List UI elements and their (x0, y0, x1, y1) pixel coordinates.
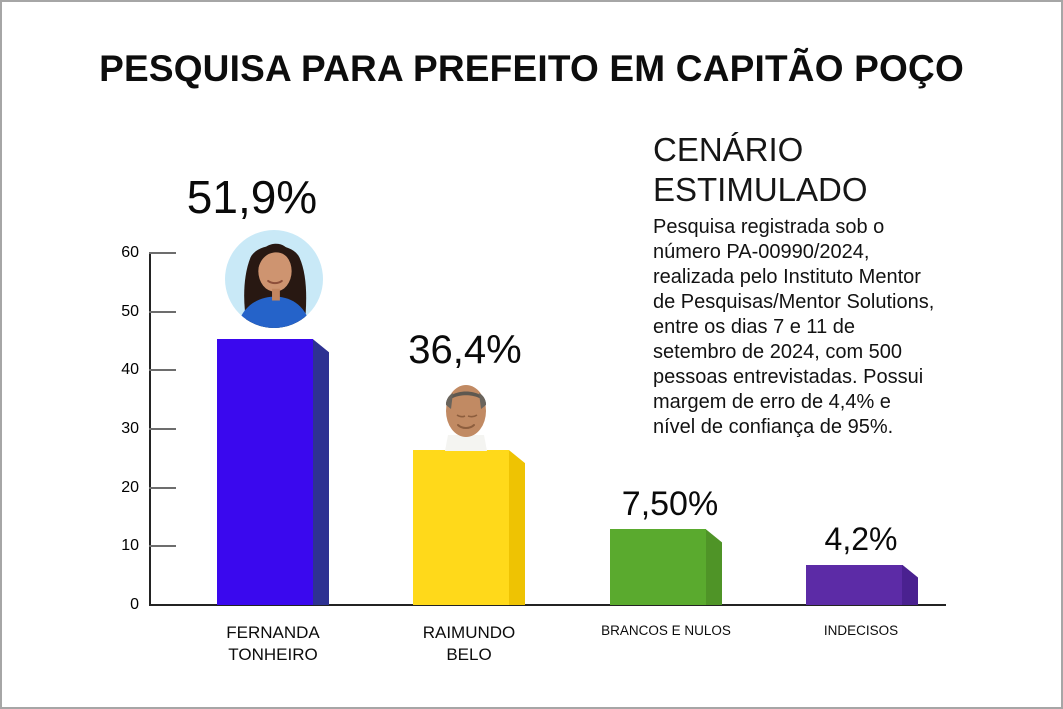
y-tick-line (149, 310, 176, 313)
y-tick-label: 20 (121, 478, 139, 496)
y-tick-label: 10 (121, 537, 139, 555)
value-label-1: 36,4% (408, 328, 522, 372)
bar-1-front (413, 450, 509, 605)
value-label-3: 4,2% (824, 521, 898, 557)
fernanda-photo (225, 230, 323, 328)
category-label-1: RAIMUNDO BELO (422, 623, 516, 665)
raimundo-photo (445, 385, 487, 451)
bar-0-front (217, 339, 313, 605)
page-title: PESQUISA PARA PREFEITO EM CAPITÃO POÇO (99, 48, 964, 89)
y-tick-label: 40 (121, 361, 139, 379)
category-label-2: BRANCOS E NULOS (601, 623, 731, 638)
category-label-3: INDECISOS (823, 623, 899, 638)
y-tick-label: 50 (121, 302, 139, 320)
bar-3-front (806, 564, 902, 605)
value-label-2: 7,50% (621, 485, 719, 523)
y-tick-label: 60 (121, 244, 139, 261)
bar-1-side (509, 450, 525, 605)
category-label-0: FERNANDA TONHEIRO (226, 623, 320, 665)
y-tick-line (149, 369, 176, 372)
shirt-collar (445, 435, 487, 451)
bar-0-side (313, 339, 329, 605)
bar-3-side (902, 564, 918, 605)
bar-2-front (610, 529, 706, 605)
y-tick-line (149, 486, 176, 489)
value-label-0: 51,9% (186, 171, 318, 223)
scenario-description: Pesquisa registrada sob o número PA-0099… (653, 216, 935, 438)
y-tick-label: 0 (130, 596, 139, 613)
y-tick-line (149, 428, 176, 430)
bar-2-side (706, 529, 722, 605)
x-axis-baseline (149, 604, 946, 606)
scenario-heading: CENÁRIO ESTIMULADO (653, 131, 868, 208)
y-tick-label: 30 (121, 420, 139, 437)
y-tick-line (149, 545, 176, 548)
y-tick-line (149, 252, 176, 254)
